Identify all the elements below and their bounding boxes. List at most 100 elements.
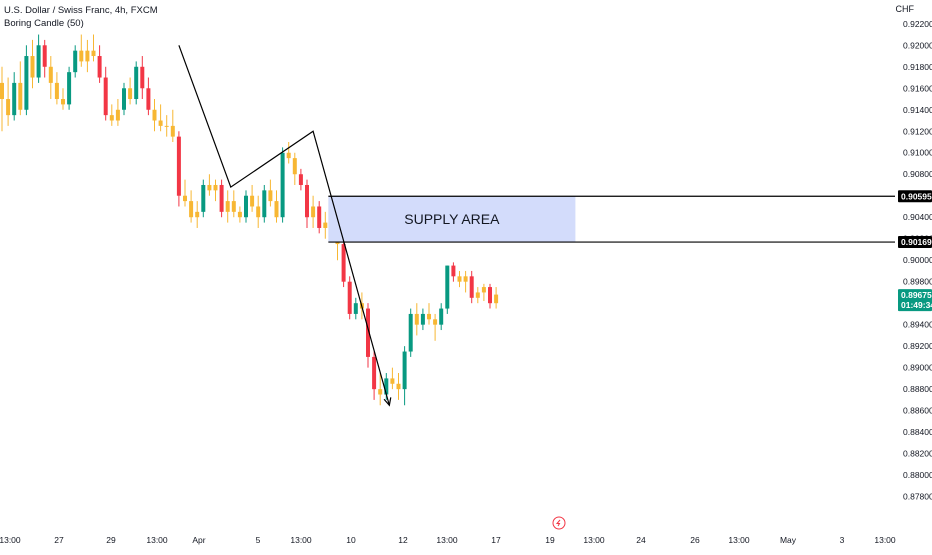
candle — [91, 34, 96, 62]
candle — [183, 179, 187, 207]
y-tick-label: 0.88600 — [903, 406, 932, 416]
x-tick-label: 24 — [636, 535, 646, 545]
candle — [134, 61, 139, 105]
candle — [256, 195, 261, 228]
candle-body — [323, 222, 328, 228]
candle — [317, 201, 322, 234]
zigzag-line — [178, 45, 390, 406]
candle-body — [378, 389, 383, 395]
candle — [280, 147, 285, 223]
x-tick-label: May — [780, 535, 797, 545]
y-tick-label: 0.91400 — [903, 105, 932, 115]
candle — [42, 39, 47, 78]
zigzag-arrowhead — [383, 397, 392, 407]
candle-body — [122, 88, 126, 110]
candle-body — [488, 287, 492, 304]
x-tick-label: 13:00 — [0, 535, 21, 545]
snapshot-icon[interactable] — [552, 516, 566, 530]
candle-body — [115, 109, 120, 121]
candle-body — [396, 383, 401, 390]
candle — [463, 270, 468, 293]
candle — [323, 211, 328, 239]
candle — [48, 56, 53, 100]
candle-body — [18, 82, 23, 110]
candle — [36, 34, 41, 83]
candle — [189, 190, 194, 223]
x-tick-label: 29 — [106, 535, 116, 545]
candle-body — [280, 152, 285, 218]
candle-body — [140, 66, 145, 89]
y-tick-label: 0.88000 — [903, 470, 932, 480]
candle-body — [402, 351, 407, 390]
candle — [231, 190, 236, 218]
y-tick-label: 0.91600 — [903, 83, 932, 93]
price-tag-box — [898, 236, 932, 249]
indicator-title[interactable]: Boring Candle (50) — [4, 18, 84, 29]
candle — [0, 66, 4, 132]
candle-body — [250, 195, 255, 207]
candle-body — [469, 276, 474, 298]
candle — [152, 99, 157, 132]
x-tick-label: 13:00 — [290, 535, 312, 545]
candle — [366, 303, 370, 368]
candle-body — [231, 201, 236, 212]
candle-body — [195, 211, 200, 218]
candle-body — [408, 313, 413, 352]
candle-body — [79, 50, 84, 62]
candle-body — [0, 82, 4, 100]
candle-body — [494, 294, 499, 304]
candle-body — [274, 201, 279, 218]
y-tick-label: 0.90800 — [903, 169, 932, 179]
candle-body — [97, 56, 102, 78]
candle — [6, 77, 11, 126]
candle — [158, 104, 163, 132]
candle — [73, 45, 78, 78]
price-tag: 0.90169 — [898, 236, 932, 249]
candle — [488, 283, 492, 309]
x-tick-label: 13:00 — [436, 535, 458, 545]
candle — [396, 373, 401, 400]
price-tag-countdown: 01:49:34 — [901, 300, 932, 310]
price-tag-value: 0.90169 — [901, 237, 932, 247]
candle — [140, 56, 145, 100]
candle-body — [85, 50, 90, 62]
candle-body — [451, 265, 456, 277]
candle-body — [305, 184, 309, 218]
x-tick-label: 5 — [256, 535, 261, 545]
x-tick-label: 13:00 — [874, 535, 896, 545]
price-tag-value: 0.90595 — [901, 191, 932, 201]
candle-body — [366, 308, 370, 357]
candle-body — [164, 125, 169, 127]
candle — [298, 168, 303, 191]
y-tick-label: 0.89400 — [903, 320, 932, 330]
candle-body — [439, 308, 444, 325]
y-tick-label: 0.88800 — [903, 384, 932, 394]
candle — [85, 39, 90, 73]
candle-body — [201, 184, 206, 212]
symbol-title[interactable]: U.S. Dollar / Swiss Franc, 4h, FXCM — [4, 5, 158, 16]
candle-body — [219, 184, 224, 212]
candle — [97, 45, 102, 83]
candle — [378, 373, 383, 406]
candle — [439, 303, 444, 331]
candle-body — [73, 50, 78, 73]
chart-legend: U.S. Dollar / Swiss Franc, 4h, FXCM Bori… — [4, 4, 158, 30]
supply-zone-label: SUPPLY AREA — [404, 211, 500, 227]
y-tick-label: 0.90000 — [903, 255, 932, 265]
y-tick-label: 0.89200 — [903, 341, 932, 351]
candle — [427, 303, 431, 325]
candle-body — [463, 276, 468, 282]
currency-label: CHF — [895, 4, 915, 14]
y-tick-label: 0.92000 — [903, 40, 932, 50]
candle — [207, 174, 212, 196]
candle — [170, 109, 175, 142]
candle — [268, 179, 273, 207]
x-tick-label: 13:00 — [146, 535, 168, 545]
candle — [146, 77, 151, 116]
candle-body — [427, 313, 431, 320]
candle-body — [384, 378, 389, 395]
candle-body — [244, 195, 248, 218]
